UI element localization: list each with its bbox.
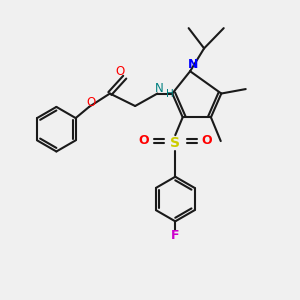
Text: O: O	[86, 96, 95, 109]
Text: S: S	[170, 136, 180, 150]
Text: N: N	[154, 82, 163, 95]
Text: H: H	[166, 89, 174, 99]
Text: F: F	[171, 229, 179, 242]
Text: O: O	[202, 134, 212, 147]
Text: O: O	[116, 65, 125, 78]
Text: N: N	[188, 58, 198, 71]
Text: O: O	[138, 134, 149, 147]
